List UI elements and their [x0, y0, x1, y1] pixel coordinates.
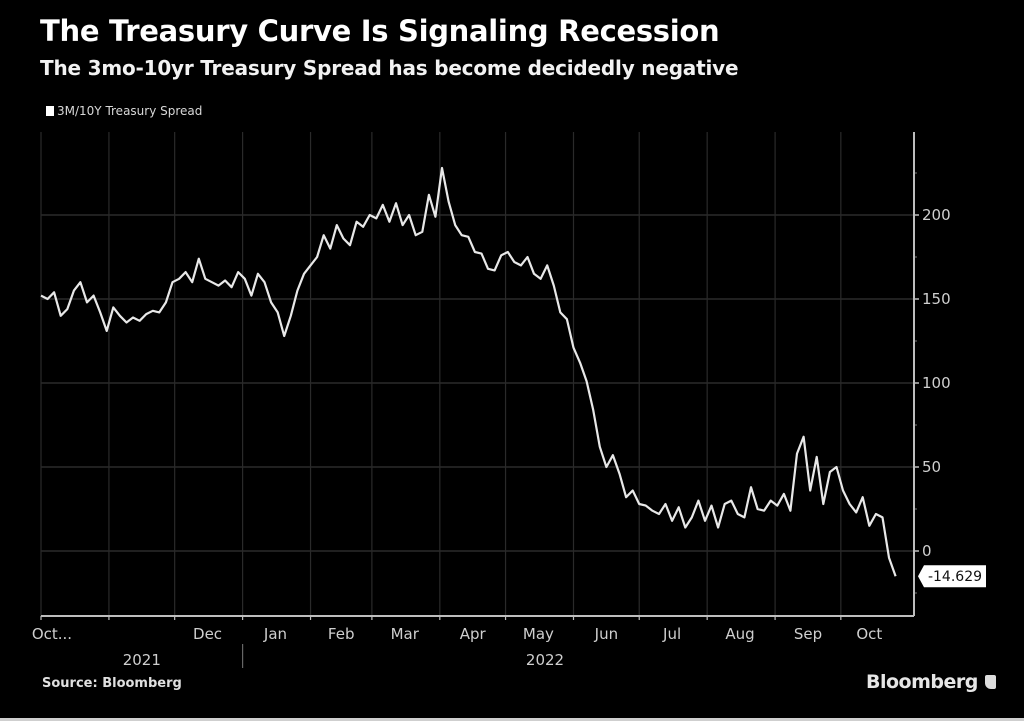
x-tick-label: May — [523, 625, 554, 643]
series-line-3m10y-spread — [40, 166, 897, 577]
bloomberg-logo: Bloomberg — [866, 671, 996, 693]
chart-subtitle: The 3mo-10yr Treasury Spread has become … — [40, 56, 739, 80]
x-tick-label: Oct... — [32, 625, 72, 643]
y-tick-label: 150 — [922, 290, 951, 308]
x-tick-label: Oct — [856, 625, 882, 643]
x-tick-label: Jan — [263, 625, 287, 643]
x-tick-label: Jul — [662, 625, 681, 643]
last-value-label: -14.629 — [928, 569, 982, 585]
y-tick-label: 100 — [922, 374, 951, 392]
bloomberg-icon — [984, 675, 996, 689]
legend: 3M/10Y Treasury Spread — [46, 104, 202, 118]
chart-title: The Treasury Curve Is Signaling Recessio… — [40, 14, 720, 48]
grid-layer — [40, 132, 914, 616]
x-tick-label: Mar — [391, 625, 420, 643]
year-label: 2022 — [526, 651, 564, 669]
series-layer — [40, 166, 897, 577]
last-value-tag-box — [918, 565, 986, 588]
x-tick-label: Apr — [460, 625, 487, 643]
legend-swatch — [46, 106, 54, 116]
x-tick-label: Dec — [193, 625, 222, 643]
x-tick-label: Aug — [725, 625, 754, 643]
last-value-tag: -14.629 — [918, 565, 986, 588]
x-tick-label: Jun — [594, 625, 618, 643]
legend-label: 3M/10Y Treasury Spread — [57, 104, 203, 118]
y-tick-label: 200 — [922, 206, 951, 224]
y-tick-label: 50 — [922, 458, 941, 476]
x-tick-label: Sep — [794, 625, 822, 643]
label-layer: 0 50 100 150 200 Oct... Dec Jan Feb Mar Apr May Jun J… — [32, 206, 986, 669]
x-tick-label: Feb — [328, 625, 355, 643]
year-label: 2021 — [123, 651, 161, 669]
bottom-border — [0, 718, 1024, 721]
axis-layer — [40, 132, 919, 668]
y-tick-label: 0 — [922, 542, 932, 560]
source-note: Source: Bloomberg — [42, 676, 182, 691]
brand-text: Bloomberg — [866, 671, 978, 693]
